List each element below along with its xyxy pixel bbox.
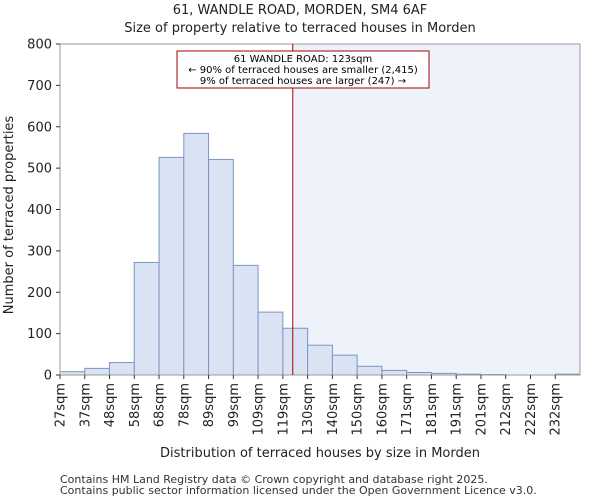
bar-160sqm [381, 369, 408, 376]
annotation-box: 61 WANDLE ROAD: 123sqm ← 90% of terraced… [176, 50, 430, 89]
x-tick-label: 130sqm [301, 383, 316, 436]
chart-title: 61, WANDLE ROAD, MORDEN, SM4 6AF [173, 3, 428, 18]
x-ticks: 27sqm 37sqm 48sqm 58sqm 68sqm 78sqm 89sqm 99sqm… [54, 375, 564, 436]
x-tick-label: 109sqm [252, 383, 267, 436]
x-tick-label: 222sqm [524, 383, 539, 436]
x-tick-label: 212sqm [499, 383, 514, 436]
x-tick-label: 181sqm [425, 383, 440, 436]
y-tick-label: 0 [44, 369, 52, 384]
x-tick-label: 140sqm [326, 383, 341, 436]
y-tick-label: 100 [27, 327, 52, 342]
bar-150sqm [356, 365, 383, 376]
bar-130sqm [307, 344, 333, 376]
y-tick-label: 800 [27, 38, 52, 53]
bar-89sqm [208, 158, 234, 376]
x-tick-label: 160sqm [375, 383, 390, 436]
bar-37sqm [84, 367, 111, 376]
x-tick-label: 232sqm [549, 383, 564, 436]
bar-68sqm [158, 156, 185, 376]
chart-subtitle: Size of property relative to terraced ho… [124, 21, 476, 36]
annotation-line-1: 61 WANDLE ROAD: 123sqm [234, 54, 372, 65]
x-tick-label: 150sqm [351, 383, 366, 436]
x-tick-label: 119sqm [276, 383, 291, 436]
y-tick-label: 500 [27, 162, 52, 177]
bars-group [59, 132, 581, 376]
y-ticks: 0 100 200 300 400 500 600 700 800 [27, 38, 60, 384]
x-tick-label: 99sqm [227, 383, 242, 427]
x-axis-label: Distribution of terraced houses by size … [160, 446, 480, 461]
x-tick-label: 27sqm [54, 383, 69, 427]
x-tick-label: 171sqm [400, 383, 415, 436]
footer-line-1: Contains HM Land Registry data © Crown c… [60, 473, 488, 486]
bar-48sqm [109, 362, 135, 376]
y-axis-label: Number of terraced properties [2, 116, 17, 315]
footer-line-2: Contains public sector information licen… [60, 484, 537, 497]
bar-99sqm [232, 264, 259, 376]
annotation-frame [176, 50, 430, 89]
x-tick-label: 68sqm [153, 383, 168, 427]
bar-140sqm [331, 354, 358, 376]
x-tick-label: 58sqm [128, 383, 143, 427]
y-tick-label: 600 [27, 120, 52, 135]
bar-78sqm [183, 132, 210, 376]
annotation-line-2: ← 90% of terraced houses are smaller (2,… [188, 65, 418, 76]
annotation-line-3: 9% of terraced houses are larger (247) → [200, 76, 406, 87]
x-tick-label: 89sqm [202, 383, 217, 427]
x-tick-label: 201sqm [474, 383, 489, 436]
y-tick-label: 200 [27, 286, 52, 301]
x-tick-label: 78sqm [177, 383, 192, 427]
x-tick-label: 48sqm [103, 383, 118, 427]
x-tick-label: 37sqm [78, 383, 93, 427]
y-tick-label: 700 [27, 79, 52, 94]
y-tick-label: 300 [27, 244, 52, 259]
y-tick-label: 400 [27, 203, 52, 218]
bar-109sqm [257, 311, 284, 376]
larger-region-shading [292, 44, 580, 375]
bar-119sqm [282, 327, 309, 376]
bar-58sqm [133, 261, 160, 376]
x-tick-label: 191sqm [450, 383, 465, 436]
